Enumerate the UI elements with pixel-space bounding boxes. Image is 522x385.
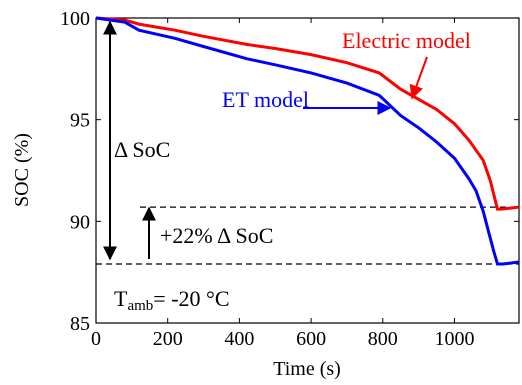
x-axis-label: Time (s) bbox=[273, 358, 341, 380]
electric-model-arrow bbox=[409, 56, 428, 100]
y-tick-label: 90 bbox=[70, 211, 90, 233]
y-tick-label: 100 bbox=[60, 8, 90, 30]
x-tick-label: 1000 bbox=[434, 328, 474, 350]
x-tick-label: 0 bbox=[91, 328, 101, 350]
et-model-label: ET model bbox=[222, 87, 309, 112]
tamb-label: Tamb= -20 °C bbox=[114, 286, 230, 314]
plot-frame bbox=[95, 17, 520, 324]
x-tick-label: 600 bbox=[296, 328, 326, 350]
electric-model-label: Electric model bbox=[342, 28, 471, 53]
x-tick-label: 800 bbox=[368, 328, 398, 350]
y-axis-label: SOC (%) bbox=[11, 133, 33, 207]
y-tick-label: 85 bbox=[70, 313, 90, 335]
series-line-electric-model bbox=[95, 16, 520, 211]
series-line-et-model bbox=[95, 16, 520, 266]
delta-soc-label: Δ SoC bbox=[114, 137, 170, 162]
x-tick-label: 200 bbox=[153, 328, 183, 350]
y-tick-label: 95 bbox=[70, 110, 90, 132]
y-axis-ticks: 85 90 95 100 bbox=[60, 8, 519, 335]
x-axis-ticks: 0 200 400 600 800 1000 bbox=[91, 18, 474, 350]
x-tick-label: 400 bbox=[224, 328, 254, 350]
plus-22-label: +22% Δ SoC bbox=[160, 223, 273, 248]
